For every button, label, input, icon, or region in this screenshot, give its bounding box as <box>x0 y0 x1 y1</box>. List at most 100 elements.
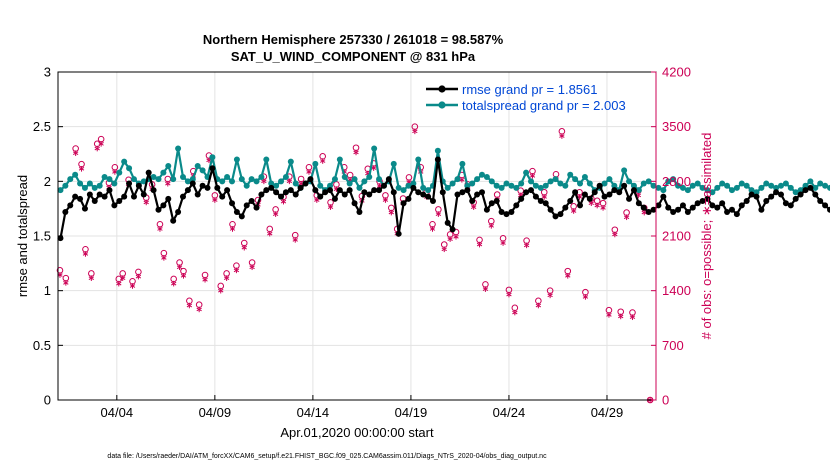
rmse-point-24 <box>175 208 182 215</box>
rmse-point-33 <box>219 193 226 200</box>
rmse-point-26 <box>184 187 191 194</box>
rmse-point-54 <box>322 189 329 196</box>
rmse-point-42 <box>263 187 270 194</box>
totalspread-point-84 <box>469 180 476 187</box>
totalspread-point-6 <box>86 180 93 187</box>
rmse-point-20 <box>155 206 162 213</box>
totalspread-point-123 <box>660 187 667 194</box>
rmse-point-59 <box>346 187 353 194</box>
rmse-point-92 <box>508 208 515 215</box>
obs-assimilated-point-33 <box>241 244 247 251</box>
totalspread-point-139 <box>738 180 745 187</box>
obs-assimilated-point-25 <box>196 306 202 313</box>
obs-assimilated-point-20 <box>170 280 177 287</box>
rmse-point-130 <box>694 200 701 207</box>
totalspread-point-43 <box>268 180 275 187</box>
totalspread-point-128 <box>684 187 691 194</box>
obs-assimilated-point-13 <box>129 283 136 289</box>
x-tick-label-3: 04/19 <box>395 405 428 420</box>
totalspread-point-137 <box>728 187 735 194</box>
rmse-point-73 <box>415 189 422 196</box>
rmse-point-21 <box>160 202 167 209</box>
obs-assimilated-point-31 <box>229 226 236 232</box>
totalspread-point-85 <box>474 176 481 183</box>
totalspread-point-112 <box>606 176 613 183</box>
totalspread-point-122 <box>655 184 662 191</box>
obs-assimilated-point-50 <box>353 149 359 156</box>
obs-assimilated-point-63 <box>429 226 436 232</box>
y-axis-label: rmse and totalspread <box>15 175 30 297</box>
totalspread-point-150 <box>792 189 799 196</box>
rmse-point-15 <box>130 193 137 200</box>
rmse-point-105 <box>572 189 579 196</box>
totalspread-point-155 <box>817 180 824 187</box>
y2-tick-label-1: 700 <box>662 338 684 353</box>
obs-assimilated-point-64 <box>435 211 442 217</box>
rmse-point-81 <box>454 191 461 198</box>
x-tick-label-4: 04/24 <box>493 405 526 420</box>
rmse-point-14 <box>126 180 133 187</box>
rmse-point-96 <box>528 187 535 194</box>
totalspread-point-101 <box>552 176 559 183</box>
rmse-point-9 <box>101 193 108 200</box>
rmse-point-151 <box>797 191 804 198</box>
rmse-point-149 <box>787 202 794 209</box>
obs-assimilated-point-80 <box>529 173 536 179</box>
rmse-point-145 <box>768 193 775 200</box>
obs-assimilated-point-44 <box>314 197 320 203</box>
rmse-point-110 <box>596 182 603 189</box>
legend: rmse grand pr = 1.8561 totalspread grand… <box>426 82 626 113</box>
rmse-point-1 <box>62 208 69 215</box>
obs-assimilated-point-76 <box>506 291 512 298</box>
rmse-point-13 <box>121 193 128 200</box>
obs-assimilated-point-28 <box>212 197 218 203</box>
y2-tick-label-5: 3500 <box>662 119 691 134</box>
totalspread-point-62 <box>361 178 368 185</box>
rmse-point-152 <box>802 187 809 194</box>
rmse-point-128 <box>684 208 691 215</box>
rmse-point-17 <box>140 191 147 198</box>
rmse-point-85 <box>474 191 481 198</box>
rmse-point-40 <box>253 204 260 211</box>
rmse-point-107 <box>581 191 588 198</box>
totalspread-point-69 <box>395 184 402 191</box>
rmse-point-125 <box>670 208 677 215</box>
rmse-point-39 <box>248 198 255 205</box>
rmse-point-19 <box>150 187 157 194</box>
obs-assimilated-point-26 <box>202 276 208 283</box>
rmse-point-88 <box>488 200 495 207</box>
totalspread-point-125 <box>670 176 677 183</box>
rmse-point-61 <box>356 208 363 215</box>
obs-assimilated-point-85 <box>559 133 565 139</box>
rmse-point-109 <box>591 189 598 196</box>
totalspread-point-0 <box>57 187 64 194</box>
totalspread-point-115 <box>621 167 628 174</box>
totalspread-point-38 <box>243 182 250 189</box>
rmse-point-72 <box>410 184 417 191</box>
totalspread-point-135 <box>719 180 726 187</box>
rmse-point-108 <box>586 195 593 202</box>
rmse-point-2 <box>67 202 74 209</box>
totalspread-point-153 <box>807 178 814 185</box>
rmse-line <box>59 158 830 239</box>
totalspread-point-111 <box>601 180 608 187</box>
rmse-point-34 <box>224 187 231 194</box>
totalspread-point-75 <box>425 187 432 194</box>
totalspread-point-11 <box>111 180 118 187</box>
rmse-point-141 <box>748 191 755 198</box>
totalspread-point-27 <box>189 176 196 183</box>
totalspread-point-53 <box>317 182 324 189</box>
totalspread-point-121 <box>650 182 657 189</box>
rmse-point-114 <box>616 189 623 196</box>
obs-assimilated-point-40 <box>286 178 293 185</box>
rmse-point-60 <box>351 200 358 207</box>
rmse-point-154 <box>812 191 819 198</box>
totalspread-point-91 <box>503 180 510 187</box>
totalspread-point-103 <box>562 182 569 189</box>
right-axis-ticks: 0 700 1400 2100 2800 3500 4200 <box>651 65 691 408</box>
totalspread-point-143 <box>758 184 765 191</box>
obs-assimilated-point-94 <box>612 231 618 238</box>
obs-assimilated-point-15 <box>143 199 149 206</box>
totalspread-point-13 <box>121 158 128 165</box>
totalspread-point-82 <box>459 160 466 167</box>
